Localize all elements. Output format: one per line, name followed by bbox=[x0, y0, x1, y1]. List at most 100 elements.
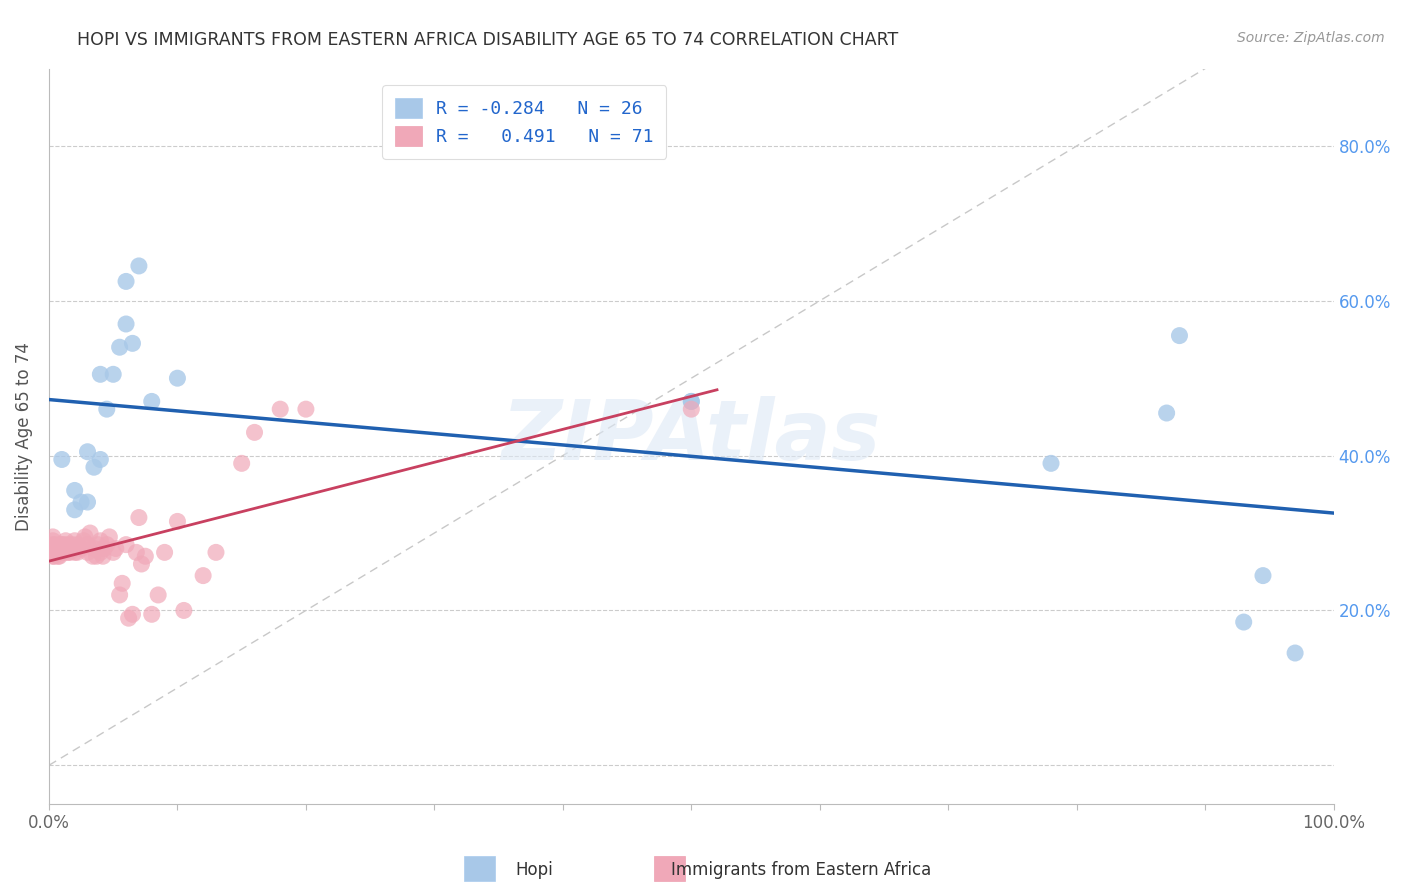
Point bbox=[93, 541, 115, 556]
Point bbox=[51, 538, 73, 552]
Point bbox=[243, 425, 266, 440]
Point bbox=[42, 530, 65, 544]
Point bbox=[146, 588, 169, 602]
Point bbox=[87, 538, 110, 552]
Point bbox=[1040, 456, 1063, 470]
Point bbox=[83, 541, 105, 556]
Point bbox=[58, 541, 80, 556]
Point bbox=[70, 495, 93, 509]
Point bbox=[141, 607, 163, 622]
Point bbox=[96, 538, 118, 552]
Point bbox=[108, 588, 131, 602]
Text: Hopi: Hopi bbox=[516, 861, 553, 879]
Point bbox=[141, 394, 163, 409]
Point bbox=[115, 538, 138, 552]
Point bbox=[1233, 615, 1256, 629]
Point bbox=[63, 545, 86, 559]
Point bbox=[42, 541, 65, 556]
Point bbox=[1251, 568, 1274, 582]
Point bbox=[48, 541, 70, 556]
Point bbox=[134, 549, 156, 564]
Point bbox=[42, 541, 65, 556]
Point bbox=[103, 368, 125, 382]
Point bbox=[96, 402, 118, 417]
Point bbox=[295, 402, 318, 417]
Point bbox=[269, 402, 291, 417]
Point bbox=[86, 549, 108, 564]
Point bbox=[46, 549, 69, 564]
Point bbox=[76, 545, 98, 559]
Point bbox=[117, 611, 139, 625]
Point bbox=[82, 549, 104, 564]
Point bbox=[44, 538, 66, 552]
Point bbox=[89, 452, 111, 467]
Point bbox=[76, 538, 98, 552]
Point bbox=[42, 549, 65, 564]
Point bbox=[121, 607, 143, 622]
Point bbox=[115, 274, 138, 288]
Point bbox=[55, 533, 77, 548]
Point bbox=[128, 259, 150, 273]
Point bbox=[103, 545, 125, 559]
Point bbox=[63, 483, 86, 498]
Point bbox=[166, 371, 188, 385]
Point bbox=[63, 503, 86, 517]
Legend: R = -0.284   N = 26, R =   0.491   N = 71: R = -0.284 N = 26, R = 0.491 N = 71 bbox=[382, 85, 666, 159]
Point bbox=[91, 549, 114, 564]
Point bbox=[76, 444, 98, 458]
Point bbox=[108, 340, 131, 354]
Point bbox=[63, 541, 86, 556]
Point bbox=[53, 545, 76, 559]
Point bbox=[58, 538, 80, 552]
Y-axis label: Disability Age 65 to 74: Disability Age 65 to 74 bbox=[15, 342, 32, 531]
Point bbox=[191, 568, 214, 582]
Point bbox=[55, 541, 77, 556]
Point bbox=[83, 460, 105, 475]
Point bbox=[49, 545, 72, 559]
Point bbox=[104, 541, 127, 556]
Point bbox=[128, 510, 150, 524]
Point bbox=[66, 545, 89, 559]
Point bbox=[44, 545, 66, 559]
Point bbox=[60, 538, 83, 552]
Point bbox=[166, 515, 188, 529]
Point bbox=[46, 545, 69, 559]
Point bbox=[53, 538, 76, 552]
Point bbox=[58, 545, 80, 559]
Point bbox=[58, 545, 80, 559]
Point bbox=[89, 545, 111, 559]
Text: HOPI VS IMMIGRANTS FROM EASTERN AFRICA DISABILITY AGE 65 TO 74 CORRELATION CHART: HOPI VS IMMIGRANTS FROM EASTERN AFRICA D… bbox=[77, 31, 898, 49]
Point bbox=[115, 317, 138, 331]
Text: Source: ZipAtlas.com: Source: ZipAtlas.com bbox=[1237, 31, 1385, 45]
Point bbox=[111, 576, 134, 591]
Point bbox=[89, 368, 111, 382]
Point bbox=[42, 549, 65, 564]
Point bbox=[681, 394, 703, 409]
Point bbox=[70, 541, 93, 556]
Point bbox=[1156, 406, 1178, 420]
Point bbox=[681, 402, 703, 417]
Point bbox=[98, 530, 121, 544]
Point bbox=[1284, 646, 1306, 660]
Point bbox=[42, 538, 65, 552]
Point bbox=[51, 452, 73, 467]
Point bbox=[76, 495, 98, 509]
Point bbox=[121, 336, 143, 351]
Point bbox=[66, 538, 89, 552]
Text: ZIPAtlas: ZIPAtlas bbox=[502, 396, 882, 476]
Point bbox=[1168, 328, 1191, 343]
Point bbox=[79, 526, 101, 541]
Point bbox=[42, 545, 65, 559]
Point bbox=[42, 533, 65, 548]
Point bbox=[205, 545, 228, 559]
Point bbox=[681, 394, 703, 409]
Point bbox=[49, 538, 72, 552]
Point bbox=[89, 533, 111, 548]
Point bbox=[63, 533, 86, 548]
Point bbox=[231, 456, 253, 470]
Point bbox=[73, 530, 96, 544]
Point bbox=[131, 557, 153, 571]
Point bbox=[48, 549, 70, 564]
Point bbox=[51, 545, 73, 559]
Point bbox=[125, 545, 148, 559]
